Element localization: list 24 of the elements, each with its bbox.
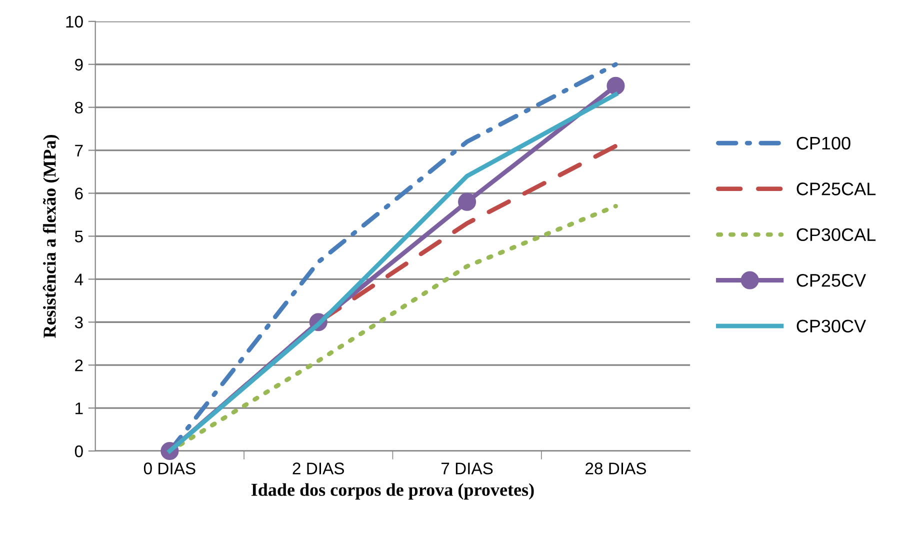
x-tick-label: 0 DIAS <box>144 462 196 474</box>
y-tick-label: 5 <box>74 230 83 242</box>
legend-label: CP25CAL <box>796 182 876 196</box>
y-tick-label: 1 <box>76 402 83 414</box>
y-tick-label: 3 <box>74 316 83 328</box>
y-tick-label: 8 <box>74 102 83 114</box>
x-tick-label: 2 DIAS <box>292 462 344 474</box>
y-tick-label: 6 <box>75 188 83 200</box>
x-tick-label: 7 DIAS <box>442 462 493 474</box>
legend-label: CP30CV <box>796 320 866 332</box>
y-tick-label: 0 <box>74 445 83 458</box>
point <box>458 192 476 211</box>
y-tick-label: 10 <box>66 16 83 28</box>
x-axis-title: Idade dos corpos de prova (provetes) <box>251 483 534 500</box>
legend-label: CP30CAL <box>796 228 876 242</box>
legend-label: CP100 <box>796 136 850 150</box>
legend-label: CP25CV <box>796 274 866 287</box>
y-axis-title: Resistência a flexão (MPa) <box>42 134 60 338</box>
y-tick-label: 9 <box>75 58 83 71</box>
point <box>606 76 625 95</box>
x-tick-label: 28 DIAS <box>586 462 646 474</box>
y-tick-label: 4 <box>74 274 84 286</box>
y-tick-label: 7 <box>75 144 83 156</box>
y-tick-label: 2 <box>75 359 83 372</box>
